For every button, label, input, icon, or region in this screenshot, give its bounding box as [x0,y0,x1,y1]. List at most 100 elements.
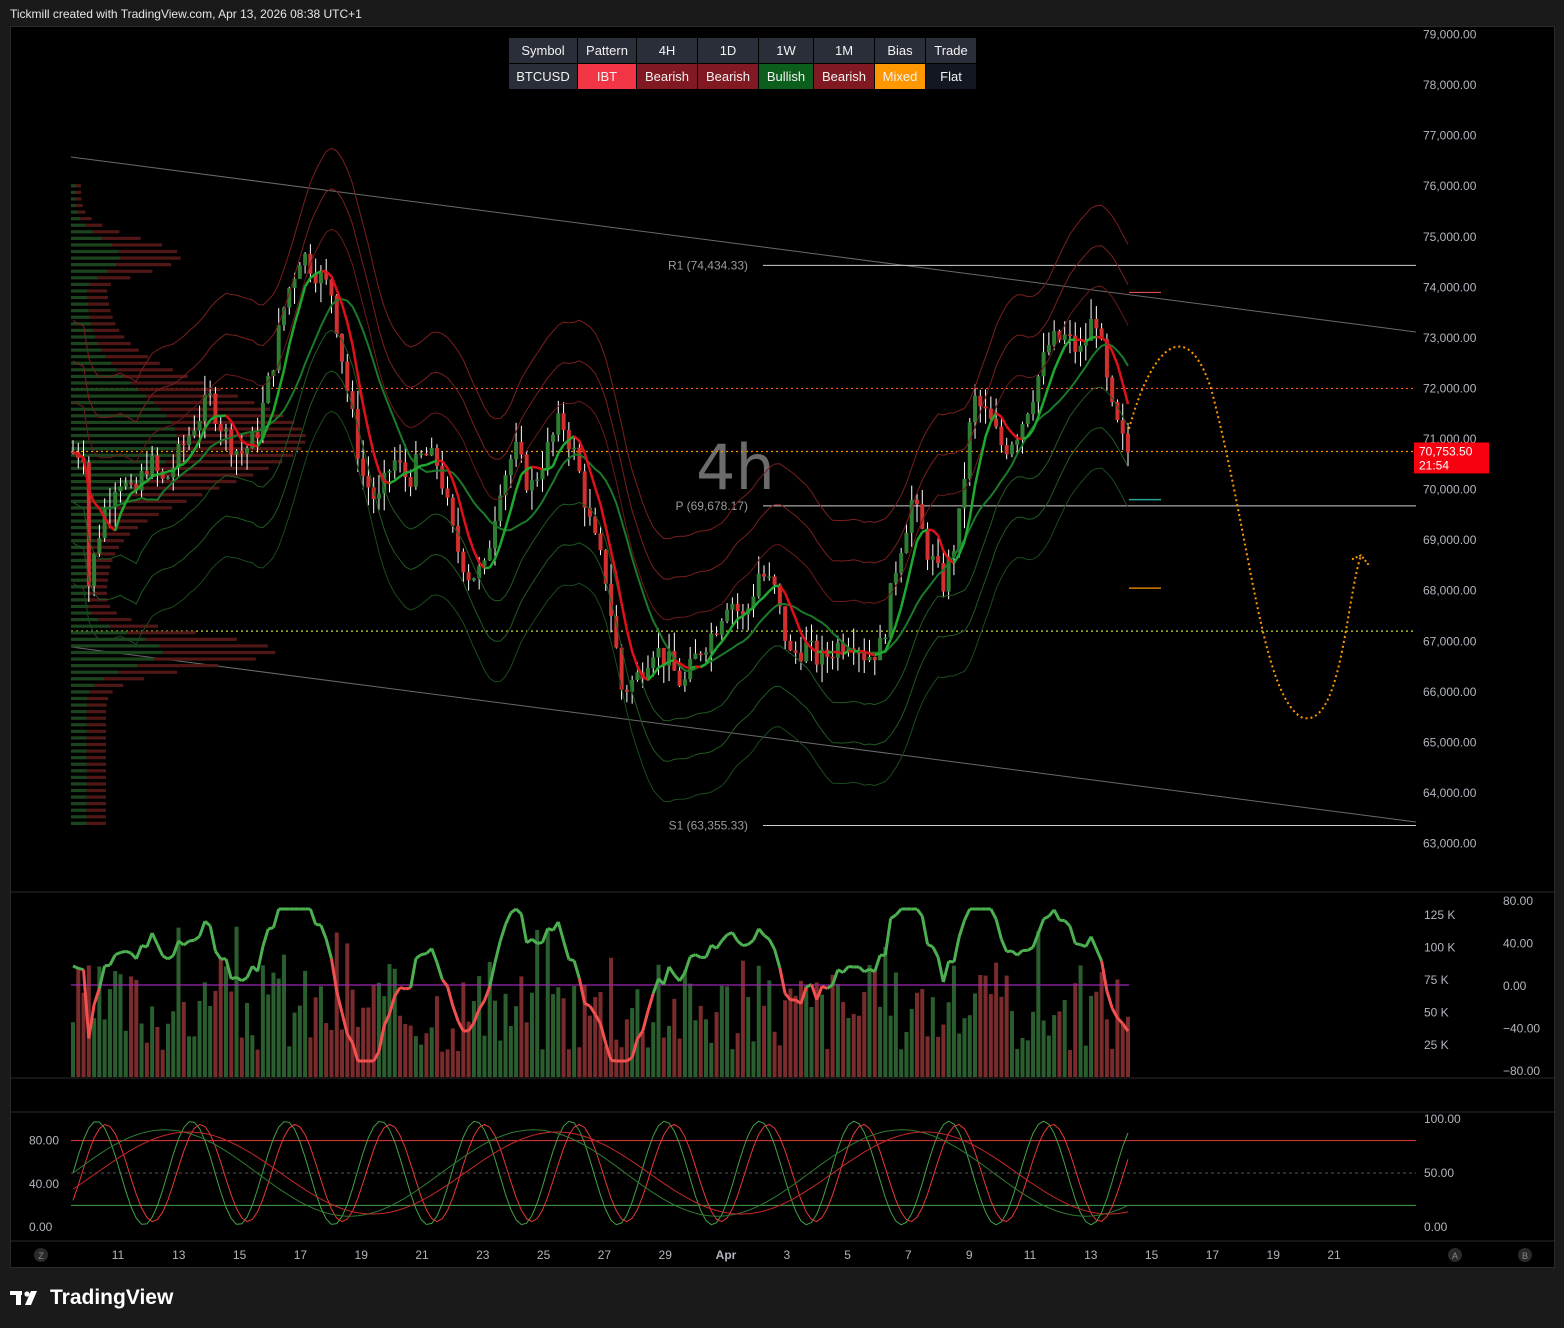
oscillator-segment [1006,949,1013,954]
oscillator-segment [610,1058,617,1063]
candle-body [535,479,540,481]
fast-moving-average-segment [282,344,291,371]
fast-moving-average-segment [446,467,454,481]
volume-bar [234,926,239,1077]
volume-axis-label: 75 K [1424,973,1449,987]
volume-profile-bar-up [71,821,87,825]
fast-moving-average-segment [1121,383,1130,405]
volume-bar [371,985,376,1077]
oscillator-segment [821,984,828,990]
fast-moving-average-segment [520,468,528,476]
fast-moving-average-segment [842,650,849,656]
oscillator-segment [214,950,222,960]
volume-profile-bar-down [90,552,116,556]
table-value-symbol: BTCUSD [508,63,578,90]
fast-moving-average-segment [652,666,660,676]
chart-header-title: Tickmill created with TradingView.com, A… [10,7,362,21]
footer-branding[interactable]: TradingView [10,1286,173,1310]
volume-bar [324,1023,329,1077]
candle-body [978,395,983,407]
oscillator-segment [689,953,697,959]
fast-moving-average-segment [182,457,190,465]
volume-profile-bar-up [71,815,87,819]
volume-profile-bar-down [137,664,219,668]
oscillator-segment [456,1020,465,1032]
volume-bar [1025,1040,1030,1077]
candle-body [867,656,872,661]
fast-moving-average-segment [958,541,966,555]
volume-profile-bar-up [71,335,95,339]
volume-profile-bar-up [71,374,124,379]
candle-body [477,566,482,579]
candle-body [988,408,993,419]
volume-profile-bar-up [71,558,90,563]
candle-body [598,533,603,551]
oscillator-segment [488,962,497,987]
candle-body [392,460,397,471]
candle-body [229,429,234,455]
stoch-left-axis-label: 80.00 [29,1134,59,1148]
volume-profile-bar-up [71,322,92,326]
oscillator-segment [335,990,344,1014]
volume-bar [287,1046,292,1077]
volume-bar [556,987,561,1077]
volume-bar [450,1028,455,1077]
volume-profile-bar-down [87,696,109,701]
oscillator-segment [208,925,217,952]
axis-button-z [34,1248,48,1262]
chart-canvas[interactable]: 79,000.00 78,000.00 77,000.00 76,000.00 75,0… [11,27,1556,1269]
oscillator-segment [267,926,274,931]
volume-profile-bar-down [86,769,106,773]
fast-moving-average-segment [256,437,264,447]
volume-bar [466,1021,471,1077]
candle-body [86,462,91,587]
oscillator-segment [483,986,492,1002]
oscillator-segment [926,942,934,949]
volume-bar [825,1049,830,1077]
candle-body [661,647,666,666]
candle-body [102,508,107,539]
candle-body [1126,433,1130,453]
volume-bar [920,988,925,1077]
volume-profile-bar-down [88,302,110,306]
fast-moving-average-segment [731,618,739,627]
volume-bar [181,1001,186,1077]
candle-body [841,642,846,652]
candle-body [1104,339,1109,378]
fast-moving-average-segment [1053,357,1061,371]
fast-moving-average-segment [1105,341,1114,352]
oscillator-segment [493,940,502,963]
volume-bar [614,1039,619,1077]
fast-moving-average-segment [609,550,618,575]
candle-body [1073,335,1078,352]
candle-body [213,393,218,424]
chart-frame[interactable]: 79,000.00 78,000.00 77,000.00 76,000.00 75,0… [10,26,1556,1269]
volume-bar [329,1029,334,1077]
interval-watermark: 4h [696,431,775,504]
fast-moving-average-segment [783,592,792,607]
candle-body [645,667,650,679]
volume-profile-bar-down [110,512,159,517]
oscillator-segment [810,983,819,1001]
fast-moving-average-segment [526,465,533,471]
stoch-left-axis-label: 40.00 [29,1177,59,1191]
volume-profile-bar-down [94,539,124,543]
volume-bar [767,980,772,1077]
table-value-1w: Bullish [758,63,814,90]
volume-profile-bar-up [71,532,98,536]
volume-bar [962,1018,967,1077]
fast-moving-average-segment [277,369,286,392]
volume-bar [1015,1048,1020,1077]
volume-profile-bar-up [71,184,76,188]
volume-bar [988,994,993,1077]
table-value-1m: Bearish [813,63,875,90]
oscillator-segment [936,956,945,983]
volume-axis-label: 25 K [1424,1038,1449,1052]
volume-profile-bar-down [86,775,106,779]
fast-moving-average-segment [689,665,696,670]
fast-moving-average-segment [578,440,586,454]
fast-moving-average-segment [235,430,243,442]
axis-button-label: B [1522,1251,1528,1261]
volume-profile-bar-up [71,788,87,793]
fast-moving-average-segment [178,462,185,468]
